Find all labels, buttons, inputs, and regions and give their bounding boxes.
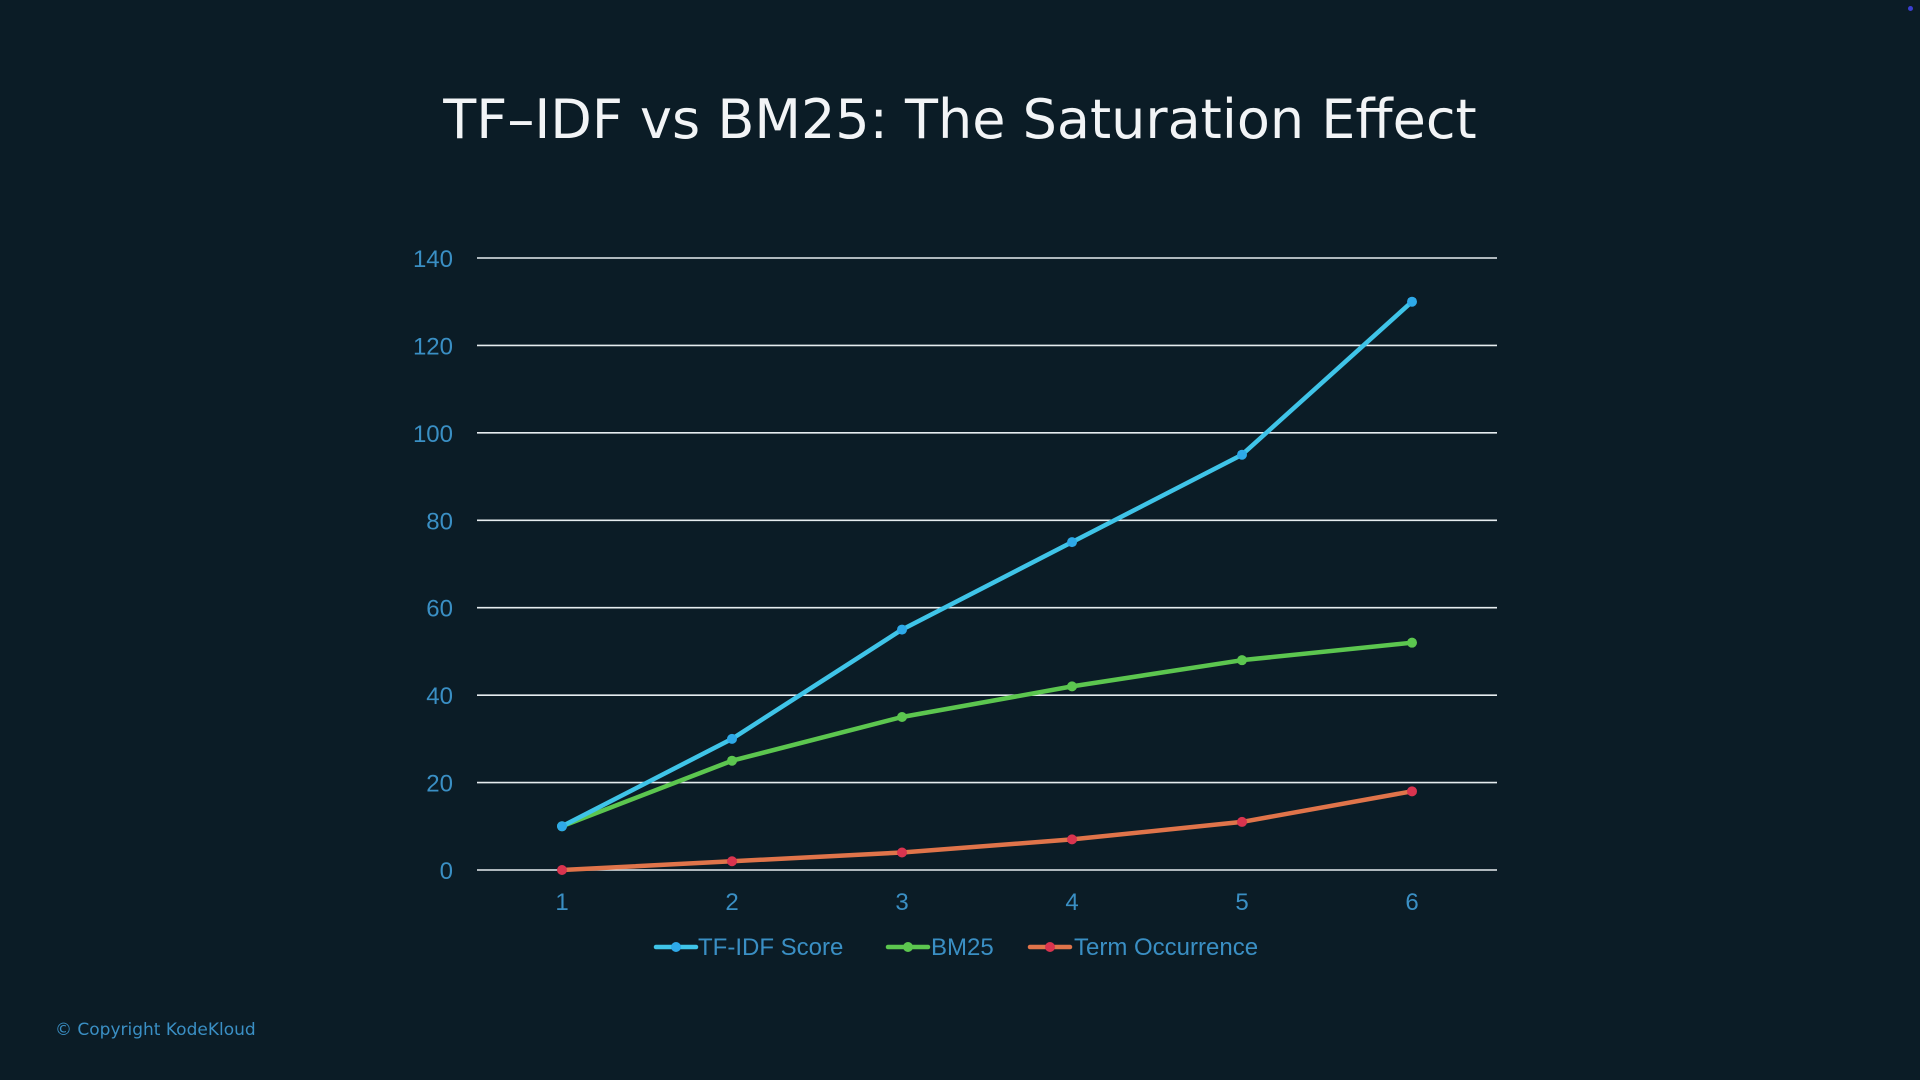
legend-label: Term Occurrence: [1074, 934, 1258, 961]
data-point: [557, 821, 567, 832]
data-point: [1407, 637, 1417, 648]
legend-marker: [671, 942, 681, 952]
series-line: [559, 789, 1415, 873]
data-point: [1237, 655, 1247, 666]
data-point: [1407, 786, 1417, 797]
y-tick-label: 0: [440, 858, 453, 885]
x-tick-label: 1: [555, 889, 568, 916]
data-point: [1237, 449, 1247, 460]
data-point: [1067, 834, 1077, 845]
data-point: [727, 733, 737, 744]
legend-item: TF-IDF Score: [653, 934, 843, 961]
y-tick-label: 20: [426, 771, 453, 798]
data-point: [727, 856, 737, 867]
data-point: [727, 755, 737, 766]
series-line: [559, 640, 1415, 829]
copyright-text: © Copyright KodeKloud: [55, 1020, 256, 1040]
legend-item: BM25: [885, 934, 994, 961]
legend-label: BM25: [931, 934, 994, 961]
series-line: [559, 299, 1415, 829]
corner-dot: [1908, 6, 1913, 11]
x-tick-label: 5: [1235, 889, 1248, 916]
legend-marker: [1045, 942, 1055, 952]
grid-lines: [477, 257, 1497, 871]
series-2: [557, 786, 1417, 875]
data-point: [897, 624, 907, 635]
x-tick-label: 4: [1065, 889, 1078, 916]
y-tick-label: 140: [413, 246, 453, 273]
legend-marker: [903, 942, 913, 952]
x-tick-label: 2: [725, 889, 738, 916]
legend-label: TF-IDF Score: [698, 934, 843, 961]
data-point: [1067, 537, 1077, 548]
legend-item: Term Occurrence: [1027, 934, 1258, 961]
x-tick-label: 6: [1405, 889, 1418, 916]
y-tick-label: 60: [426, 596, 453, 623]
y-axis-ticks: 0 20 40 60 80 100 120 140: [413, 246, 453, 885]
legend: TF-IDF Score BM25 Term Occurrence: [653, 934, 1258, 961]
y-tick-label: 80: [426, 508, 453, 535]
y-tick-label: 40: [426, 683, 453, 710]
y-tick-label: 120: [413, 333, 453, 360]
series-0: [557, 296, 1417, 832]
x-axis-ticks: 1 2 3 4 5 6: [555, 889, 1418, 916]
series-lines: [557, 296, 1417, 875]
data-point: [1407, 296, 1417, 307]
data-point: [1067, 681, 1077, 692]
x-tick-label: 3: [895, 889, 908, 916]
data-point: [897, 712, 907, 722]
y-tick-label: 100: [413, 421, 453, 448]
data-point: [557, 865, 567, 875]
data-point: [897, 847, 907, 858]
chart-title: TF–IDF vs BM25: The Saturation Effect: [443, 88, 1477, 151]
series-1: [557, 637, 1417, 832]
data-point: [1237, 816, 1247, 827]
